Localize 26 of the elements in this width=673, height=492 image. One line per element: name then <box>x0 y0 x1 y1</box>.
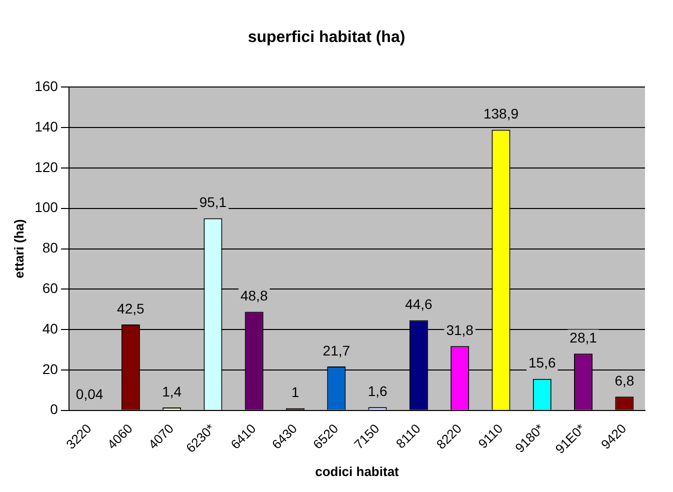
data-label: 1,4 <box>162 383 182 400</box>
data-label: 42,5 <box>117 300 145 316</box>
y-tick-label: 40 <box>42 320 58 336</box>
y-tick-label: 80 <box>42 240 58 256</box>
data-label: 1,6 <box>368 382 388 399</box>
y-tick-label: 100 <box>34 199 58 216</box>
y-tick-label: 20 <box>42 360 58 377</box>
y-tick-label: 0 <box>50 401 58 418</box>
data-label: 6,8 <box>614 372 634 388</box>
x-axis-title: codici habitat <box>315 464 400 479</box>
y-axis-title: ettari (ha) <box>11 219 26 278</box>
data-label: 1 <box>291 384 300 400</box>
data-label: 44,6 <box>405 296 433 312</box>
data-label: 31,8 <box>446 322 474 338</box>
data-label: 95,1 <box>199 194 227 210</box>
data-label: 15,6 <box>528 354 556 371</box>
chart-title: superfici habitat (ha) <box>248 29 406 46</box>
data-label: 0,04 <box>76 386 104 402</box>
y-tick-label: 160 <box>34 78 58 94</box>
data-label: 48,8 <box>240 288 268 304</box>
data-label: 28,1 <box>570 329 598 346</box>
data-label: 21,7 <box>322 342 350 358</box>
data-label: 138,9 <box>483 106 519 122</box>
y-tick-label: 140 <box>34 118 58 134</box>
y-tick-label: 60 <box>42 280 58 296</box>
y-tick-label: 120 <box>34 158 58 175</box>
